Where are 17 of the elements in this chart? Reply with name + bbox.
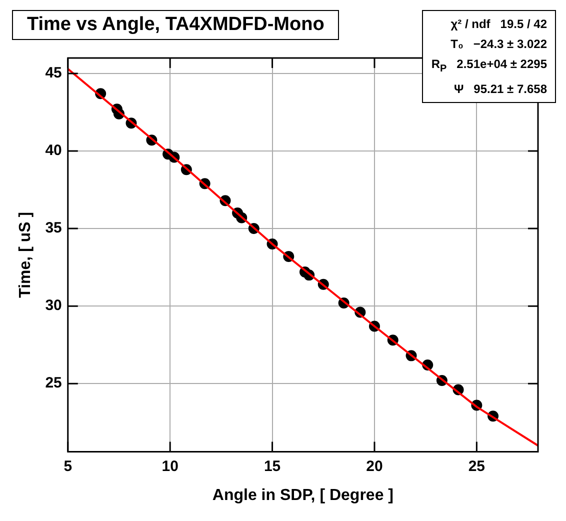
x-axis-title: Angle in SDP, [ Degree ] bbox=[212, 486, 394, 504]
chart-title: Time vs Angle, TA4XMDFD-Mono bbox=[12, 10, 340, 40]
y-tick-label: 25 bbox=[45, 374, 62, 392]
y-axis-title: Time, [ uS ] bbox=[17, 212, 34, 298]
y-tick-label: 45 bbox=[45, 64, 62, 82]
y-tick-label: 40 bbox=[45, 142, 62, 160]
text: T₀ −24.3 ± 3.022 bbox=[450, 36, 547, 53]
x-tick-label: 25 bbox=[468, 458, 486, 475]
x-tick-label: 20 bbox=[366, 458, 383, 475]
y-tick-label: 30 bbox=[45, 297, 62, 314]
x-tick-label: 15 bbox=[264, 458, 281, 475]
annotation: R$_{P}$ 2.51e+04 ± 2295 bbox=[431, 56, 547, 76]
x-tick-label: 10 bbox=[162, 458, 178, 475]
text: χ² / ndf 19.5 / 42 bbox=[450, 16, 547, 33]
annotation: Ψ 95.21 ± 7.658 bbox=[452, 81, 547, 98]
y-tick-label: 35 bbox=[45, 220, 62, 237]
x-tick-label: 5 bbox=[64, 458, 72, 475]
